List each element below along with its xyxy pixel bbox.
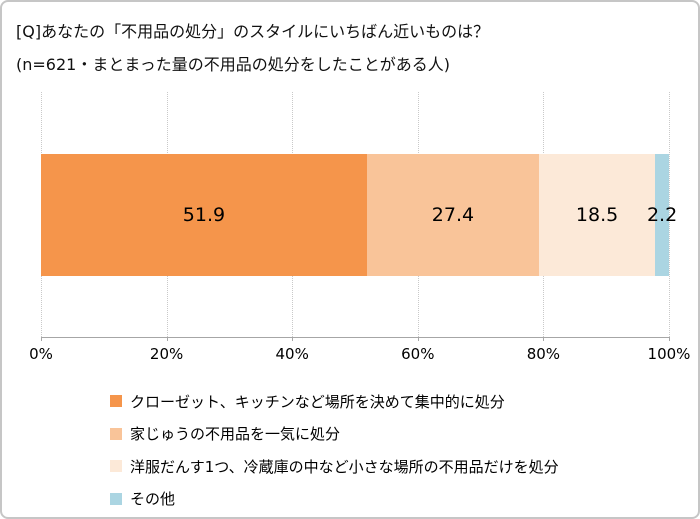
x-axis-tick-label: 60% — [401, 345, 435, 363]
bar-value-label: 27.4 — [431, 203, 475, 226]
bar-segment-4: 2.2 — [647, 154, 677, 276]
bar-value-label: 18.5 — [575, 203, 619, 226]
grid-line — [669, 92, 670, 337]
x-axis-tick — [292, 337, 294, 341]
legend-swatch — [110, 460, 122, 473]
x-axis-tick-label: 100% — [647, 345, 691, 363]
bar-value-label: 2.2 — [646, 203, 678, 226]
bar-segment-3: 18.5 — [538, 154, 656, 276]
chart-title: [Q]あなたの「不用品の処分」のスタイルにいちばん近いものは？ — [16, 22, 490, 41]
bar-segment-1: 51.9 — [41, 154, 367, 276]
legend-label: クローゼット、キッチンなど場所を決めて集中的に処分 — [130, 392, 505, 411]
legend-swatch — [110, 427, 122, 440]
plot-area: 51.9 27.4 18.5 2.2 — [41, 92, 677, 341]
chart-subtitle: (n=621・まとまった量の不用品の処分をしたことがある人) — [16, 55, 450, 74]
legend-item-3: 洋服だんす1つ、冷蔵庫の中など小さな場所の不用品だけを処分 — [110, 450, 559, 483]
bar-segment-2: 27.4 — [366, 154, 539, 276]
legend-label: 洋服だんす1つ、冷蔵庫の中など小さな場所の不用品だけを処分 — [130, 457, 559, 476]
legend-swatch — [110, 395, 122, 408]
x-axis-labels: 0% 20% 40% 60% 80% 100% — [29, 345, 690, 365]
x-axis-tick — [41, 337, 42, 341]
legend-swatch — [110, 492, 122, 505]
x-axis-tick — [166, 337, 168, 341]
legend-item-1: クローゼット、キッチンなど場所を決めて集中的に処分 — [110, 385, 559, 418]
x-axis-tick-label: 0% — [29, 345, 53, 363]
legend-label: 家じゅうの不用品を一気に処分 — [130, 425, 341, 444]
x-axis-tick — [417, 337, 419, 341]
legend: クローゼット、キッチンなど場所を決めて集中的に処分 家じゅうの不用品を一気に処分洋… — [110, 385, 559, 515]
x-axis-tick — [543, 337, 545, 341]
legend-item-4: その他 — [110, 483, 559, 516]
x-axis-tick-label: 80% — [526, 345, 561, 363]
chart-title-block: [Q]あなたの「不用品の処分」のスタイルにいちばん近いものは？ (n=621・ま… — [16, 15, 489, 81]
x-axis-tick — [669, 337, 670, 341]
x-axis-tick-label: 20% — [149, 345, 184, 363]
legend-label: その他 — [130, 490, 176, 509]
legend-item-2: 家じゅうの不用品を一気に処分 — [110, 418, 559, 451]
bar-value-label: 51.9 — [182, 203, 226, 226]
stacked-bar: 51.9 27.4 18.5 2.2 — [41, 154, 677, 276]
x-axis-tick-label: 40% — [275, 345, 309, 363]
